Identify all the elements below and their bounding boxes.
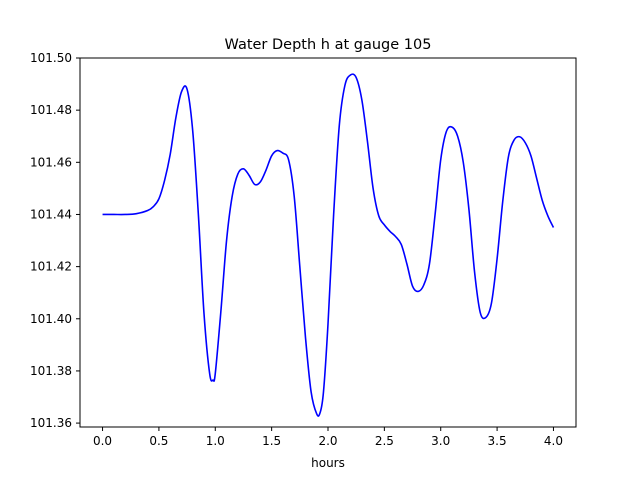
y-tick-label: 101.40 [30, 312, 72, 326]
y-tick-label: 101.38 [30, 364, 72, 378]
y-tick-label: 101.50 [30, 51, 72, 65]
x-tick-label: 0.5 [149, 434, 168, 448]
plot-line-layer [102, 73, 555, 417]
y-tick-label: 101.42 [30, 260, 72, 274]
x-tick-label: 1.5 [262, 434, 281, 448]
y-tick-label: 101.48 [30, 103, 72, 117]
x-tick-label: 2.0 [318, 434, 337, 448]
x-tick-label: 3.5 [488, 434, 507, 448]
x-tick-label: 3.0 [431, 434, 450, 448]
series-line [102, 73, 555, 417]
x-axis: 0.0 0.5 1.0 1.5 2.0 2.5 3.0 3.5 4.0 [93, 427, 563, 448]
y-axis: 101.36 101.38 101.40 101.42 101.44 101.46 101.… [30, 51, 80, 430]
x-tick-label: 0.0 [93, 434, 112, 448]
y-tick-label: 101.46 [30, 155, 72, 169]
x-tick-label: 2.5 [375, 434, 394, 448]
x-tick-label: 1.0 [206, 434, 225, 448]
y-tick-label: 101.36 [30, 416, 72, 430]
x-axis-label: hours [311, 456, 345, 470]
x-tick-label: 4.0 [544, 434, 563, 448]
chart-title: Water Depth h at gauge 105 [225, 37, 432, 53]
y-tick-label: 101.44 [30, 207, 72, 221]
